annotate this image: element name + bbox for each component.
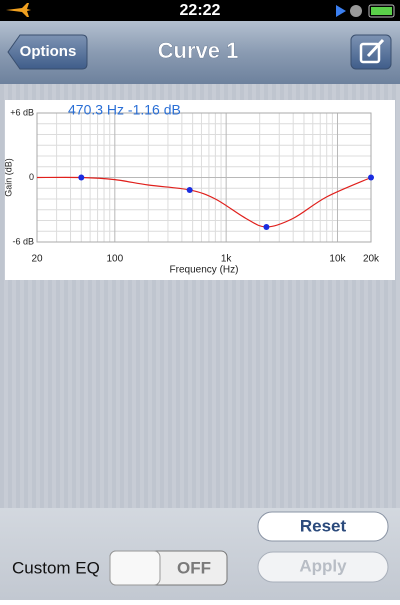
eq-curve bbox=[36, 176, 372, 228]
edit-pen bbox=[366, 38, 385, 58]
control-point bbox=[368, 174, 374, 181]
x-tick-label: 10k bbox=[329, 254, 346, 265]
status-bar bbox=[0, 0, 400, 21]
back-label[interactable]: Options bbox=[20, 43, 77, 60]
switch-label[interactable]: OFF bbox=[177, 558, 211, 577]
clock: 22:22 bbox=[180, 2, 221, 19]
switch-knob[interactable] bbox=[109, 550, 161, 586]
chart: 20 100 1k 10k 20k +6 dB 0 -6 dB Frequency (Hz) Ga… bbox=[3, 102, 380, 276]
battery-level bbox=[371, 7, 392, 15]
x-tick-label: 20k bbox=[363, 254, 380, 265]
x-tick-label: 100 bbox=[106, 254, 123, 265]
annotation: 470.3 Hz -1.16 dB bbox=[68, 102, 181, 118]
play-icon bbox=[336, 5, 346, 17]
reset-label[interactable]: Reset bbox=[300, 516, 347, 535]
y-axis-label: Gain (dB) bbox=[3, 158, 13, 197]
airplane-icon bbox=[6, 3, 31, 17]
reset-button[interactable] bbox=[257, 511, 389, 542]
x-tick-label: 1k bbox=[221, 254, 233, 265]
control-point bbox=[186, 186, 193, 193]
battery-icon bbox=[368, 4, 395, 18]
apply-label[interactable]: Apply bbox=[299, 556, 347, 575]
x-axis-label: Frequency (Hz) bbox=[170, 265, 239, 276]
back-button[interactable] bbox=[7, 34, 88, 70]
y-tick-label: 0 bbox=[29, 172, 34, 182]
control-point bbox=[78, 174, 85, 181]
clock-icon bbox=[350, 5, 362, 17]
control-point bbox=[263, 223, 270, 230]
x-tick-label: 20 bbox=[31, 254, 43, 265]
custom-eq-label: Custom EQ bbox=[12, 558, 100, 577]
nav-title: Curve 1 bbox=[158, 38, 239, 63]
y-tick-label: +6 dB bbox=[10, 107, 34, 117]
y-tick-label: -6 dB bbox=[12, 236, 34, 246]
apply-button[interactable] bbox=[257, 551, 389, 583]
chart-panel bbox=[5, 100, 395, 280]
edit-icon bbox=[359, 42, 381, 64]
